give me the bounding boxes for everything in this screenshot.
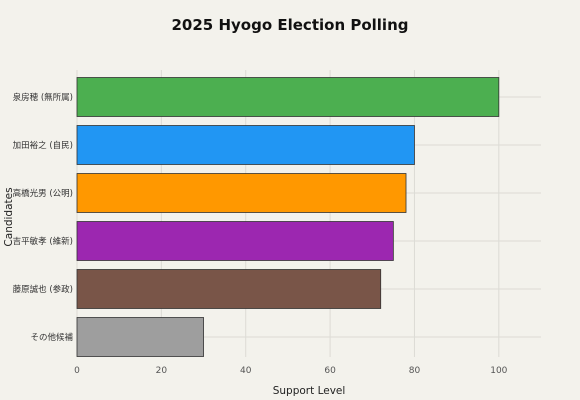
category-label: 高橋光男 (公明) <box>13 188 73 199</box>
x-tick-label: 0 <box>74 366 80 376</box>
bar <box>76 221 394 261</box>
chart-title: 2025 Hyogo Election Polling <box>172 16 409 34</box>
x-tick-label: 20 <box>156 366 168 376</box>
bar <box>76 317 204 357</box>
category-labels: 泉房穂 (無所属) 加田裕之 (自民) 高橋光男 (公明) 吉平敏孝 (維新) 藤原誠也… <box>13 92 74 343</box>
category-label: その他候補 <box>30 332 73 343</box>
category-label: 泉房穂 (無所属) <box>13 92 73 103</box>
x-tick-label: 80 <box>409 366 421 376</box>
y-axis-label: Candidates <box>3 187 15 246</box>
bar <box>76 269 382 309</box>
bar <box>76 125 415 165</box>
bar <box>76 173 407 213</box>
x-tick-label: 60 <box>324 366 336 376</box>
category-label: 藤原誠也 (参政) <box>13 284 73 295</box>
x-tick-labels: 0 20 40 60 80 100 <box>74 366 508 376</box>
x-tick-label: 40 <box>240 366 252 376</box>
x-tick-label: 100 <box>490 366 507 376</box>
bar <box>76 77 500 117</box>
category-label: 加田裕之 (自民) <box>13 140 73 151</box>
bars <box>76 77 500 357</box>
x-axis-label: Support Level <box>273 385 346 397</box>
category-label: 吉平敏孝 (維新) <box>13 236 73 247</box>
